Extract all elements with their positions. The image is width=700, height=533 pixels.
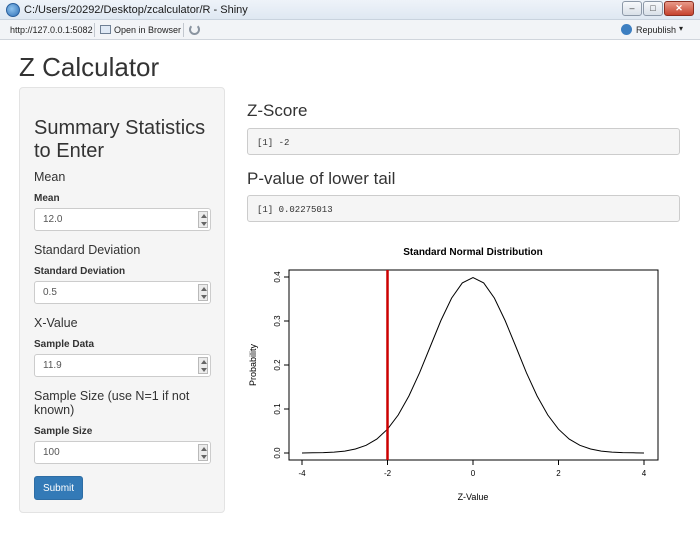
mean-section-title: Mean [34, 170, 66, 184]
x-value-input[interactable] [34, 354, 211, 377]
sd-input[interactable] [34, 281, 211, 304]
toolbar-divider [94, 23, 95, 37]
x-tick-label: 2 [556, 469, 561, 478]
chart-title: Standard Normal Distribution [403, 247, 542, 258]
x-tick-label: 0 [471, 469, 476, 478]
sidebar-panel: Summary Statistics to Enter Mean Mean St… [19, 87, 225, 513]
open-in-browser-button[interactable]: Open in Browser [114, 25, 182, 35]
y-axis-label: Probability [248, 343, 258, 386]
sample-size-input[interactable] [34, 441, 211, 464]
x-axis-label: Z-Value [458, 492, 489, 502]
zscore-output: [1] -2 [247, 128, 680, 155]
y-tick-label: 0.2 [273, 359, 282, 371]
x-tick-label: 4 [642, 469, 647, 478]
mean-input[interactable] [34, 208, 211, 231]
x-value-stepper[interactable] [198, 357, 208, 374]
maximize-button[interactable]: □ [643, 1, 663, 16]
stepper-down-icon[interactable] [201, 222, 207, 226]
url-display[interactable]: http://127.0.0.1:5082 [10, 25, 93, 35]
normal-distribution-plot: Standard Normal Distribution -4 -2 0 2 4 0.0… [248, 247, 659, 502]
sample-size-stepper[interactable] [198, 444, 208, 461]
stepper-down-icon[interactable] [201, 455, 207, 459]
sidebar-heading: Summary Statistics to Enter [34, 117, 206, 162]
republish-button[interactable]: Republish [636, 25, 677, 35]
x-section-title: X-Value [34, 316, 78, 330]
window-title-bar: C:/Users/20292/Desktop/zcalculator/R - S… [0, 0, 700, 20]
stepper-up-icon[interactable] [201, 287, 207, 291]
y-axis: 0.0 0.1 0.2 0.3 0.4 [273, 271, 289, 459]
stepper-up-icon[interactable] [201, 214, 207, 218]
y-tick-label: 0.1 [273, 403, 282, 415]
mean-label: Mean [34, 193, 60, 204]
density-curve [301, 276, 645, 454]
x-tick-label: -4 [298, 469, 306, 478]
pvalue-output: [1] 0.02275013 [247, 195, 680, 222]
sd-stepper[interactable] [198, 284, 208, 301]
zscore-heading: Z-Score [247, 101, 308, 120]
browser-window-icon[interactable] [100, 25, 111, 34]
stepper-down-icon[interactable] [201, 368, 207, 372]
rstudio-icon [6, 3, 20, 17]
x-label: Sample Data [34, 339, 95, 350]
y-tick-label: 0.4 [273, 271, 282, 283]
close-button[interactable]: ✕ [664, 1, 694, 16]
page-title: Z Calculator [19, 52, 160, 82]
sd-label: Standard Deviation [34, 266, 126, 277]
window-title: C:/Users/20292/Desktop/zcalculator/R - S… [24, 4, 248, 16]
x-tick-label: -2 [384, 469, 392, 478]
minimize-button[interactable]: – [622, 1, 642, 16]
pvalue-heading: P-value of lower tail [247, 169, 396, 188]
stepper-up-icon[interactable] [201, 447, 207, 451]
toolbar-divider [183, 23, 184, 37]
stepper-down-icon[interactable] [201, 295, 207, 299]
mean-stepper[interactable] [198, 211, 208, 228]
stepper-up-icon[interactable] [201, 360, 207, 364]
plot-frame [288, 269, 659, 461]
refresh-icon[interactable] [189, 24, 200, 35]
y-tick-label: 0.0 [273, 447, 282, 459]
y-tick-label: 0.3 [273, 315, 282, 327]
n-label: Sample Size [34, 426, 93, 437]
sd-section-title: Standard Deviation [34, 243, 141, 257]
x-axis: -4 -2 0 2 4 [298, 460, 647, 478]
chevron-down-icon[interactable]: ▾ [679, 24, 684, 33]
submit-button[interactable]: Submit [34, 476, 83, 500]
publish-icon[interactable] [621, 24, 632, 35]
n-section-title: Sample Size (use N=1 if not known) [34, 389, 190, 417]
viewer-toolbar: http://127.0.0.1:5082 Open in Browser Re… [0, 20, 700, 40]
